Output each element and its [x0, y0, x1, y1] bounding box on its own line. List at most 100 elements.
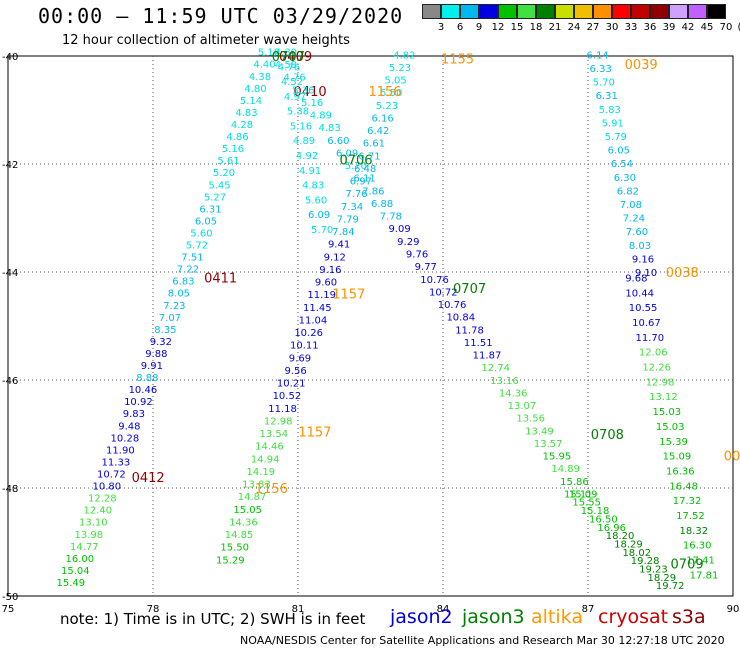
swh-value: 16.50: [589, 514, 618, 525]
swh-value: 9.77: [415, 262, 437, 273]
swh-value: 4.92: [296, 151, 318, 162]
swh-value: 8.35: [154, 325, 176, 336]
swh-value: 10.72: [97, 469, 126, 480]
swh-value: 14.46: [255, 442, 284, 453]
swh-value: 10.76: [420, 275, 449, 286]
swh-value: 10.92: [124, 397, 153, 408]
swh-value: 5.70: [345, 161, 367, 172]
swh-value: 10.44: [625, 288, 654, 299]
swh-value: 9.88: [145, 349, 167, 360]
colorbar-label: 33: [624, 22, 638, 33]
swh-value: 5.23: [376, 101, 398, 112]
swh-value: 14.19: [246, 467, 275, 478]
swh-value: 4.89: [293, 136, 315, 147]
colorbar-label: 36: [643, 22, 657, 33]
swh-value: 10.67: [632, 318, 661, 329]
swh-value: 7.07: [159, 313, 181, 324]
swh-value: 4.97: [284, 92, 306, 103]
swh-value: 5.60: [305, 195, 327, 206]
swh-value: 12.06: [639, 348, 668, 359]
swh-value: 19.23: [639, 565, 668, 576]
page-subtitle: 12 hour collection of altimeter wave hei…: [62, 33, 350, 48]
swh-value: 5.18: [258, 48, 280, 59]
pass-time-label: 0707: [272, 50, 305, 65]
legend-s3a: s3a: [672, 606, 706, 628]
swh-value: 9.10: [635, 268, 657, 279]
swh-value: 5.79: [605, 132, 627, 143]
swh-value: 4.86: [226, 132, 248, 143]
swh-value: 13.10: [79, 518, 108, 529]
colorbar-label: 27: [586, 22, 600, 33]
swh-value: 5.14: [240, 96, 262, 107]
swh-value: 12.40: [84, 506, 113, 517]
swh-value: 6.14: [587, 50, 609, 61]
swh-value: 4.83: [302, 181, 324, 192]
colorbar-label: 24: [567, 22, 581, 33]
swh-value: 4.83: [318, 123, 340, 134]
colorbar-label: 39: [662, 22, 676, 33]
pass-time-label: 0412: [132, 471, 165, 486]
colorbar-swatch: [422, 4, 441, 19]
swh-value: 15.05: [233, 505, 262, 516]
swh-value: 14.36: [499, 388, 528, 399]
swh-value: 11.51: [464, 338, 493, 349]
x-tick-label: 78: [147, 604, 160, 615]
swh-value: 12.98: [264, 416, 293, 427]
colorbar-label: 70: [719, 22, 733, 33]
colorbar-swatch: [498, 4, 517, 19]
swh-value: 13.12: [649, 392, 678, 403]
swh-value: 5.83: [599, 105, 621, 116]
swh-value: 14.85: [225, 530, 254, 541]
swh-value: 5.27: [204, 192, 226, 203]
swh-value: 10.11: [290, 341, 319, 352]
swh-value: 18.32: [680, 526, 709, 537]
swh-value: 13.83: [242, 480, 271, 491]
swh-value: 10.72: [429, 287, 458, 298]
swh-value: 7.34: [341, 202, 363, 213]
swh-value: 7.24: [623, 214, 645, 225]
pass-time-label: 0708: [591, 428, 624, 443]
swh-value: 5.20: [213, 168, 235, 179]
swh-value: 5.45: [208, 180, 230, 191]
swh-value: 9.76: [406, 249, 428, 260]
swh-value: 7.51: [181, 253, 203, 264]
swh-value: 13.49: [525, 426, 554, 437]
colorbar-swatch: [441, 4, 460, 19]
swh-value: 6.31: [596, 91, 618, 102]
swh-value: 5.16: [301, 98, 323, 109]
legend-altika: altika: [531, 606, 583, 628]
swh-value: 6.31: [199, 204, 221, 215]
swh-value: 5.50: [380, 88, 402, 99]
swh-value: 18.29: [614, 539, 643, 550]
colorbar-swatch: [536, 4, 555, 19]
swh-value: 5.05: [385, 76, 407, 87]
colorbar-swatch: [688, 4, 707, 19]
swh-value: 6.42: [367, 126, 389, 137]
swh-value: 15.09: [663, 452, 692, 463]
x-tick-label: 75: [2, 604, 15, 615]
swh-value: 13.57: [534, 439, 563, 450]
swh-value: 9.29: [397, 237, 419, 248]
swh-value: 6.83: [172, 277, 194, 288]
swh-value: 9.56: [284, 366, 306, 377]
swh-value: 13.54: [260, 429, 289, 440]
swh-value: 17.41: [686, 556, 715, 567]
swh-value: 7.23: [163, 301, 185, 312]
swh-value: 5.16: [222, 144, 244, 155]
swh-value: 6.30: [614, 173, 636, 184]
colorbar-swatch: [669, 4, 688, 19]
swh-value: 12.98: [646, 377, 675, 388]
swh-value: 5.72: [186, 241, 208, 252]
pass-time-label: 1157: [332, 288, 365, 303]
swh-value: 6.33: [590, 64, 612, 75]
swh-value: 15.09: [569, 489, 598, 500]
swh-value: 10.84: [446, 313, 475, 324]
swh-value: 16.00: [66, 554, 95, 565]
swh-value: 9.69: [289, 353, 311, 364]
page-title: 00:00 – 11:59 UTC 03/29/2020: [38, 4, 404, 28]
swh-value: 11.18: [268, 404, 297, 415]
swh-value: 17.81: [690, 570, 719, 581]
swh-value: 4.76: [284, 73, 306, 84]
swh-value: 13.98: [75, 530, 104, 541]
colorbar-label: 15: [510, 22, 524, 33]
